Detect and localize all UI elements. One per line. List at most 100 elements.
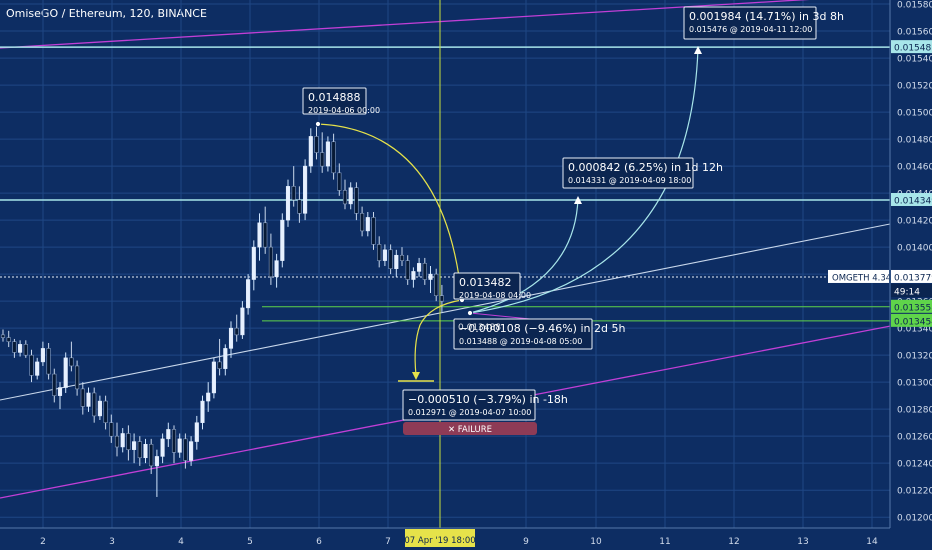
label-target-mid: 0.000842 (6.25%) in 1d 12h 0.014331 @ 201… (562, 157, 723, 189)
label-target-mid-line: 0.014331 @ 2019-04-09 18:00 (568, 176, 691, 185)
candle-down (422, 263, 427, 280)
candle-down (29, 354, 34, 376)
price-tag-green-upper: 0.013558 (894, 303, 932, 313)
label-target-top: 0.001984 (14.71%) in 3d 8h 0.015476 @ 201… (683, 6, 844, 40)
candle-down (149, 444, 154, 467)
candle-up (57, 387, 63, 396)
x-tick-label: 7 (385, 537, 391, 547)
candle-up (428, 273, 433, 280)
price-tag-hline-mid: 0.014349 (894, 196, 932, 206)
label-target-low: −0.000108 (−9.46%) in 2d 5h 0.013488 @ 20… (453, 318, 625, 350)
label-target-top-bg (683, 6, 817, 40)
candle-up (132, 441, 137, 450)
candle-up (240, 307, 245, 336)
candle-up (251, 246, 256, 280)
candle-down (337, 172, 342, 191)
candle-down (80, 388, 85, 407)
label-target-low-overlap: 0.013488 (458, 323, 501, 333)
label-base: 0.013482 2019-04-08 04:00 (453, 272, 531, 300)
failure-arrow (412, 372, 420, 380)
candle-up (40, 348, 45, 363)
candle-down (297, 199, 302, 214)
candle-up (280, 219, 285, 261)
label-base-line: 0.013482 (459, 276, 512, 289)
x-tick-label: 12 (728, 537, 739, 547)
candle-down (12, 341, 17, 353)
trend-line (0, 223, 891, 401)
candle-down (268, 246, 273, 278)
x-tick-label: 3 (109, 537, 115, 547)
candle-down (434, 273, 439, 296)
candle-up (223, 348, 228, 369)
candle-up (274, 260, 279, 278)
candle-up (189, 441, 194, 461)
label-failure-target-bg (402, 389, 536, 421)
failure-badge-bg (403, 422, 537, 435)
candle-down (0, 334, 6, 338)
candle-down (388, 249, 393, 269)
price-tag-countdown: 49:14 (894, 287, 920, 297)
channel-upper-line (0, 0, 810, 49)
candle-down (75, 365, 80, 390)
x-tick-label: 6 (316, 537, 322, 547)
label-target-low-bg (453, 318, 593, 350)
candle-up (246, 279, 251, 309)
candle-up (97, 400, 102, 417)
label-peak-bg (302, 87, 367, 115)
chart-title: OmiseGO / Ethereum, 120, BINANCE (6, 7, 207, 20)
x-tick-label: 9 (523, 537, 529, 547)
price-tag-last-bg (891, 269, 932, 283)
candle-up (308, 136, 313, 167)
candle-up (417, 263, 422, 272)
price-tag-green-lower-bg (891, 313, 932, 327)
arc-target-mid (469, 197, 579, 314)
label-failure-target-line: 0.012971 @ 2019-04-07 10:00 (408, 408, 531, 417)
candle-down (360, 213, 365, 232)
arc-target-top (469, 47, 699, 314)
candle-down (52, 373, 57, 396)
candle-down (377, 244, 382, 261)
anchor-point (466, 309, 474, 317)
x-tick-label: 14 (866, 537, 878, 547)
candle-down (234, 327, 239, 336)
candle-up (303, 165, 308, 214)
label-base-bg (453, 272, 521, 300)
candle-down (137, 441, 142, 459)
label-peak-line: 2019-04-06 00:00 (308, 106, 380, 115)
candle-up (285, 186, 291, 221)
candle-up (211, 361, 216, 394)
candle-down (6, 337, 11, 342)
candle-down (342, 190, 348, 205)
candle-down (320, 152, 325, 167)
arc-failure (414, 299, 463, 376)
candle-down (314, 136, 319, 153)
label-peak-line: 0.014888 (308, 91, 361, 104)
price-tag-hline-mid-bg (891, 192, 932, 206)
candle-down (126, 433, 131, 450)
price-tag-green-upper-bg (891, 299, 932, 313)
label-target-top-line: 0.015476 @ 2019-04-11 12:00 (689, 25, 812, 34)
price-tag-green-lower: 0.013454 (894, 317, 932, 327)
candle-up (143, 444, 148, 459)
candle-up (63, 357, 68, 388)
label-failure-target-line: −0.000510 (−3.79%) in -18h (408, 393, 568, 406)
candle-up (228, 327, 234, 349)
candle-down (399, 254, 405, 261)
price-tag-last: 0.013779 (894, 273, 932, 283)
label-target-mid-bg (562, 157, 694, 189)
x-tick-label: 4 (178, 537, 184, 547)
candle-down (103, 400, 108, 423)
candle-up (177, 438, 182, 453)
price-tag-hline-top-bg (891, 40, 932, 54)
label-target-low-line: 0.013488 @ 2019-04-08 05:00 (459, 337, 582, 346)
